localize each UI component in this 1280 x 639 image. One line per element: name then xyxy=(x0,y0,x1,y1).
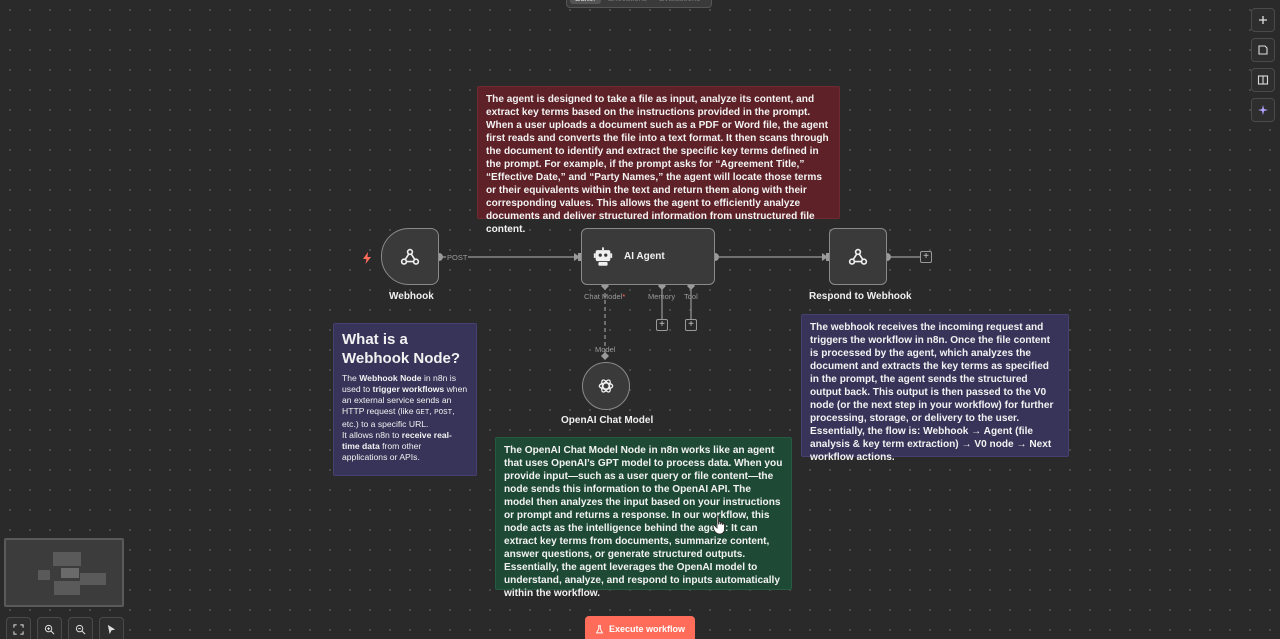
trigger-bolt-icon xyxy=(362,251,372,264)
plus-icon[interactable] xyxy=(1251,8,1275,32)
minimap-node xyxy=(54,581,80,595)
robot-icon xyxy=(593,246,613,266)
flask-icon xyxy=(595,624,604,633)
add-next-node-button[interactable]: + xyxy=(920,251,932,263)
sticky-note-webhook-info[interactable]: What is a Webhook Node? The Webhook Node… xyxy=(333,323,477,476)
sticky-note-icon[interactable] xyxy=(1251,38,1275,62)
webhook-node[interactable] xyxy=(381,228,439,285)
minimap-node xyxy=(53,552,81,566)
cursor-icon[interactable] xyxy=(99,617,124,639)
canvas-controls xyxy=(6,617,124,639)
openai-chat-model-node[interactable] xyxy=(582,362,630,410)
arrowhead-agent xyxy=(574,253,580,261)
ai-agent-node-title: AI Agent xyxy=(624,251,665,262)
zoom-in-icon[interactable] xyxy=(37,617,62,639)
webhook-post-label: POST xyxy=(446,253,469,262)
sticky-note-respond-info[interactable]: The webhook receives the incoming reques… xyxy=(801,314,1069,463)
minimap-node xyxy=(38,570,50,580)
zoom-out-icon[interactable] xyxy=(68,617,93,639)
panel-icon[interactable] xyxy=(1251,68,1275,92)
minimap[interactable] xyxy=(4,538,124,607)
tab-evaluations[interactable]: Evaluations xyxy=(654,0,705,4)
memory-port-label: Memory xyxy=(648,292,676,301)
sticky-text: The Webhook Node in n8n is used to trigg… xyxy=(342,373,468,462)
minimap-node xyxy=(80,573,106,585)
respond-to-webhook-node[interactable] xyxy=(829,228,887,285)
hand-cursor-icon xyxy=(712,515,725,535)
openai-node-title: OpenAI Chat Model xyxy=(561,415,654,426)
ai-agent-node[interactable]: AI Agent xyxy=(581,228,715,285)
respond-node-title: Respond to Webhook xyxy=(809,291,912,302)
view-tabs: Editor Executions Evaluations xyxy=(566,0,712,8)
tool-port-label: Tool xyxy=(684,292,698,301)
execute-workflow-label: Execute workflow xyxy=(608,624,686,634)
openai-icon xyxy=(598,379,614,393)
execute-workflow-button[interactable]: Execute workflow xyxy=(585,616,695,639)
sparkle-icon[interactable] xyxy=(1251,98,1275,122)
webhook-icon xyxy=(400,248,420,265)
add-tool-button[interactable]: + xyxy=(685,319,697,331)
chat-model-port-label: Chat Model* xyxy=(584,292,626,301)
sticky-note-openai-info[interactable]: The OpenAI Chat Model Node in n8n works … xyxy=(495,437,792,599)
add-memory-button[interactable]: + xyxy=(656,319,668,331)
sticky-note-agent-description[interactable]: The agent is designed to take a file as … xyxy=(477,86,840,235)
webhook-node-title: Webhook xyxy=(389,291,434,302)
tab-executions[interactable]: Executions xyxy=(603,0,652,4)
minimap-node xyxy=(61,568,79,578)
fit-view-icon[interactable] xyxy=(6,617,31,639)
model-port-label: Model xyxy=(595,345,616,354)
tab-editor[interactable]: Editor xyxy=(570,0,601,4)
webhook-icon xyxy=(848,248,868,265)
right-toolbar xyxy=(1251,8,1275,122)
sticky-heading: What is a Webhook Node? xyxy=(342,331,461,367)
arrowhead-respond xyxy=(822,253,828,261)
